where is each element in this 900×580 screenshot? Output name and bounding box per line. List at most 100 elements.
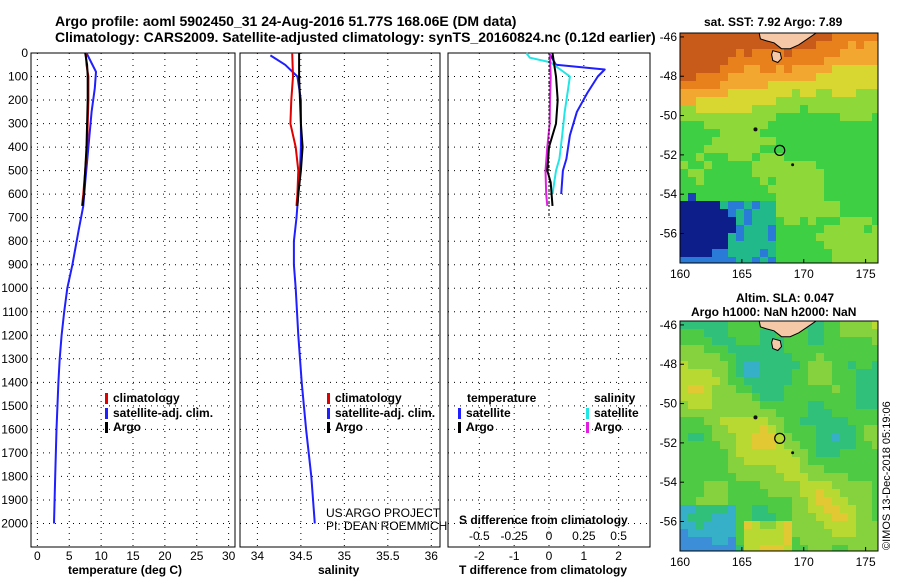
sla-heat-cell: [808, 345, 817, 354]
sla-heat-cell: [872, 329, 878, 338]
sst-heat-cell: [688, 177, 697, 186]
sla-heat-cell: [784, 401, 793, 410]
sst-heat-cell: [800, 233, 809, 242]
sla-heat-cell: [768, 441, 777, 450]
sla-heat-cell: [776, 433, 785, 442]
sst-heat-cell: [776, 217, 785, 226]
sla-heat-cell: [768, 353, 777, 362]
sst-heat-cell: [816, 97, 825, 106]
sst-heat-cell: [848, 241, 857, 250]
sst-heat-cell: [808, 49, 817, 58]
sst-heat-cell: [792, 65, 801, 74]
sst-heat-cell: [856, 129, 865, 138]
sla-heat-cell: [744, 425, 753, 434]
legend-swatch-satellite: [105, 407, 108, 419]
sst-heat-cell: [792, 145, 801, 154]
sst-heat-cell: [792, 137, 801, 146]
sla-land-newzealand: [758, 321, 817, 338]
sst-heat-cell: [704, 217, 713, 226]
sla-ytick-label: -56: [660, 515, 678, 529]
sst-heat-cell: [776, 73, 785, 82]
sst-heat-cell: [840, 89, 849, 98]
sst-heat-cell: [712, 129, 721, 138]
sst-heat-cell: [696, 129, 705, 138]
sst-heat-cell: [800, 89, 809, 98]
sla-heat-cell: [832, 361, 841, 370]
sla-heat-cell: [736, 513, 745, 522]
sla-heat-cell: [840, 369, 849, 378]
sla-heat-cell: [840, 401, 849, 410]
sla-heat-cell: [824, 441, 833, 450]
sst-heat-cell: [744, 177, 753, 186]
sla-heat-cell: [856, 401, 865, 410]
sst-heat-cell: [824, 177, 833, 186]
sla-heat-cell: [688, 393, 697, 402]
sla-heat-cell: [744, 473, 753, 482]
sla-heat-cell: [680, 481, 689, 490]
sla-heat-cell: [768, 425, 777, 434]
sla-heat-cell: [688, 345, 697, 354]
sla-heat-cell: [696, 329, 705, 338]
sst-heat-cell: [864, 81, 873, 90]
sla-heat-cell: [808, 521, 817, 530]
sst-heat-cell: [856, 145, 865, 154]
sst-heat-cell: [808, 169, 817, 178]
sst-heat-cell: [736, 113, 745, 122]
sla-heat-cell: [728, 353, 737, 362]
sst-heat-cell: [736, 241, 745, 250]
sst-heat-cell: [856, 169, 865, 178]
sla-heat-cell: [824, 481, 833, 490]
sst-heat-cell: [872, 57, 878, 66]
sst-land-stewart-island: [771, 50, 783, 64]
sst-heat-cell: [872, 161, 878, 170]
temp-xtick-label: 10: [94, 549, 108, 563]
sst-heat-cell: [856, 153, 865, 162]
legend-label-satellite: satellite-adj. clim.: [113, 405, 214, 420]
sst-heat-cell: [776, 209, 785, 218]
sla-ytick-label: -46: [660, 318, 678, 332]
sla-heat-cell: [872, 465, 878, 474]
sst-heat-cell: [792, 129, 801, 138]
sla-heat-cell: [776, 449, 785, 458]
sla-heat-cell: [792, 481, 801, 490]
sst-heat-cell: [720, 153, 729, 162]
sla-heat-cell: [712, 369, 721, 378]
sst-heat-cell: [816, 193, 825, 202]
sst-heat-cell: [792, 241, 801, 250]
sla-heat-cell: [792, 433, 801, 442]
sst-heat-cell: [784, 89, 793, 98]
depth-tick-label: 900: [8, 258, 28, 272]
sla-heat-cell: [752, 505, 761, 514]
sla-heat-cell: [784, 361, 793, 370]
sst-heat-cell: [800, 97, 809, 106]
sst-heat-cell: [712, 193, 721, 202]
sla-heat-cell: [872, 449, 878, 458]
sst-heat-cell: [816, 49, 825, 58]
sst-heat-cell: [792, 89, 801, 98]
sla-heat-cell: [728, 473, 737, 482]
sla-heat-cell: [712, 537, 721, 546]
sla-heat-cell: [856, 321, 865, 330]
sla-heat-cell: [800, 497, 809, 506]
sst-heat-cell: [728, 81, 737, 90]
sla-heat-cell: [832, 377, 841, 386]
sst-heat-cell: [768, 217, 777, 226]
sst-heat-cell: [704, 121, 713, 130]
sst-heat-cell: [856, 97, 865, 106]
sla-heat-cell: [688, 409, 697, 418]
sla-heat-cell: [776, 417, 785, 426]
sst-heat-cell: [808, 177, 817, 186]
sla-heat-cell: [776, 441, 785, 450]
sla-heat-cell: [856, 433, 865, 442]
sst-heat-cell: [688, 49, 697, 58]
sla-heat-cell: [832, 369, 841, 378]
sst-heat-cell: [696, 89, 705, 98]
sst-heat-cell: [784, 217, 793, 226]
sla-heat-cell: [752, 345, 761, 354]
sla-heat-cell: [696, 513, 705, 522]
sla-heat-cell: [808, 473, 817, 482]
sla-heat-cell: [784, 409, 793, 418]
sst-heat-cell: [680, 65, 689, 74]
sla-heat-cell: [776, 457, 785, 466]
sla-heat-cell: [864, 529, 873, 538]
